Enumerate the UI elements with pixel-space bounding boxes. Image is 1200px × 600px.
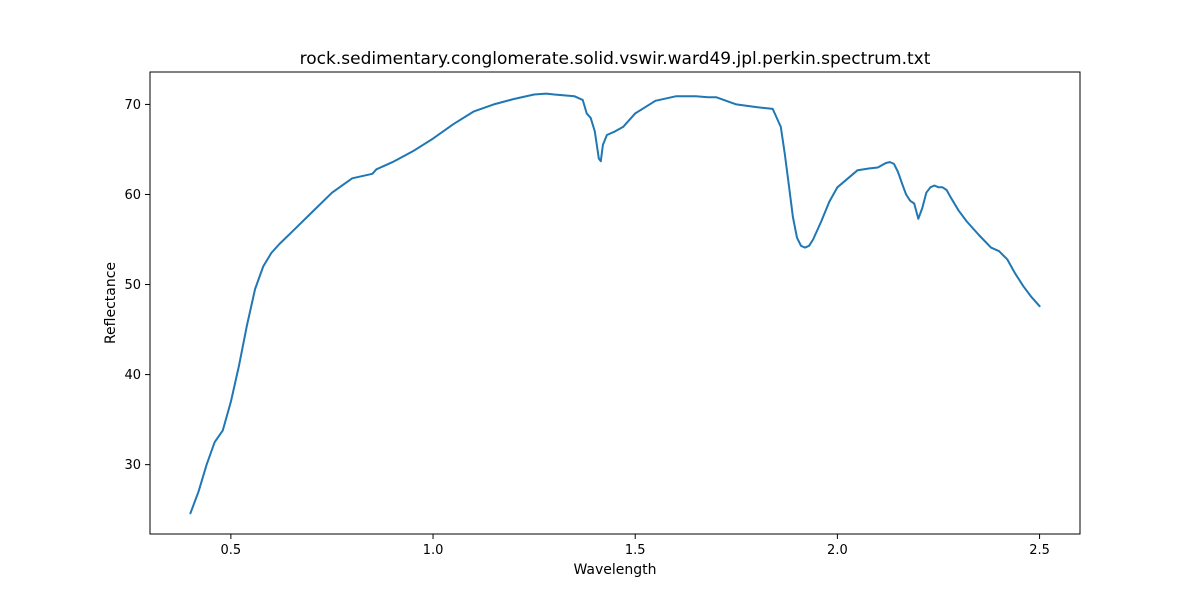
x-tick-label: 2.0 bbox=[827, 543, 848, 558]
plot-area-frame bbox=[149, 71, 1081, 535]
spectrum-line bbox=[189, 92, 1041, 515]
y-tick-label: 30 bbox=[124, 458, 141, 473]
x-tick-label: 1.5 bbox=[625, 543, 646, 558]
y-axis-label: Reflectance bbox=[103, 262, 119, 344]
y-tick-label: 50 bbox=[124, 278, 141, 293]
x-tick-label: 0.5 bbox=[221, 543, 242, 558]
x-axis-label: Wavelength bbox=[573, 562, 656, 578]
chart-title: rock.sedimentary.conglomerate.solid.vswi… bbox=[300, 49, 931, 69]
y-axis-ticks: 30 40 50 60 70 bbox=[124, 98, 150, 473]
x-tick-label: 1.0 bbox=[423, 543, 444, 558]
y-tick-label: 70 bbox=[124, 98, 141, 113]
y-tick-label: 60 bbox=[124, 188, 141, 203]
x-axis-ticks: 0.5 1.0 1.5 2.0 2.5 bbox=[221, 534, 1050, 558]
y-tick-label: 40 bbox=[124, 368, 141, 383]
x-tick-label: 2.5 bbox=[1029, 543, 1050, 558]
